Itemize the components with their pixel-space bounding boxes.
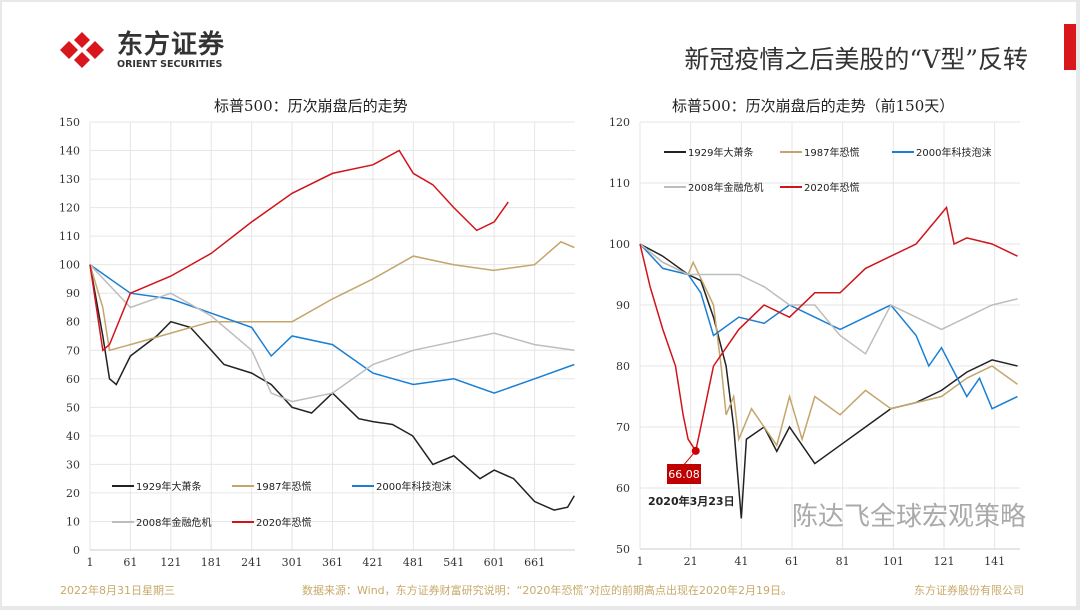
annotation-value: 66.08 <box>668 468 700 481</box>
y-tick-label: 50 <box>616 543 630 556</box>
x-tick-label: 1 <box>87 556 94 569</box>
accent-bar <box>1064 24 1076 70</box>
series-line-1929年大萧条 <box>89 264 575 511</box>
x-tick-label: 121 <box>934 555 955 568</box>
legend-label: 1929年大萧条 <box>688 146 753 159</box>
x-tick-label: 181 <box>201 556 222 569</box>
y-tick-label: 80 <box>616 360 630 373</box>
y-tick-label: 90 <box>66 287 80 300</box>
y-tick-label: 150 <box>59 116 80 129</box>
x-tick-label: 1 <box>637 555 644 568</box>
series-line-2008年金融危机 <box>89 264 575 403</box>
legend-label: 2008年金融危机 <box>136 516 211 529</box>
x-tick-label: 481 <box>403 556 424 569</box>
legend-label: 2000年科技泡沫 <box>376 480 451 493</box>
legend-label: 2020年恐慌 <box>804 181 859 194</box>
y-tick-label: 10 <box>66 515 80 528</box>
legend-label: 1929年大萧条 <box>136 480 201 493</box>
x-tick-label: 241 <box>241 556 262 569</box>
y-tick-label: 30 <box>66 458 80 471</box>
y-tick-label: 110 <box>609 177 630 190</box>
y-tick-label: 110 <box>59 230 80 243</box>
logo-cn: 东方证券 <box>117 29 226 60</box>
y-tick-label: 70 <box>616 421 630 434</box>
annotation-box <box>667 464 701 484</box>
y-tick-label: 60 <box>66 373 80 386</box>
x-tick-label: 601 <box>484 556 505 569</box>
y-tick-label: 140 <box>59 145 80 158</box>
series-line-2000年科技泡沫 <box>89 264 575 394</box>
series-line-2008年金融危机 <box>639 243 1018 355</box>
y-tick-label: 120 <box>59 202 80 215</box>
y-tick-label: 40 <box>66 430 80 443</box>
y-tick-label: 70 <box>66 344 80 357</box>
chart-title-right: 标普500：历次崩盘后的走势（前150天） <box>672 97 955 115</box>
logo-icon <box>60 32 104 68</box>
legend-label: 1987年恐慌 <box>804 146 859 159</box>
series-line-2020年恐慌 <box>639 205 1018 453</box>
watermark: 陈达飞全球宏观策略 <box>792 502 1027 532</box>
y-tick-label: 120 <box>609 116 630 129</box>
x-tick-label: 121 <box>160 556 181 569</box>
x-tick-label: 61 <box>123 556 137 569</box>
series-line-2000年科技泡沫 <box>639 243 1018 410</box>
footer-source: 数据来源：Wind，东方证券财富研究说明：“2020年恐慌”对应的前期高点出现在… <box>302 584 793 597</box>
footer-company: 东方证券股份有限公司 <box>914 584 1024 597</box>
x-tick-label: 541 <box>443 556 464 569</box>
logo-en: ORIENT SECURITIES <box>117 58 223 70</box>
legend-label: 1987年恐慌 <box>256 480 311 493</box>
chart-title-left: 标普500：历次崩盘后的走势 <box>214 97 408 115</box>
x-tick-label: 361 <box>322 556 343 569</box>
y-tick-label: 130 <box>59 173 80 186</box>
legend-label: 2020年恐慌 <box>256 516 311 529</box>
x-tick-label: 301 <box>282 556 303 569</box>
footer-date: 2022年8月31日星期三 <box>60 584 175 597</box>
y-tick-label: 100 <box>59 259 80 272</box>
annotation-date: 2020年3月23日 <box>648 494 735 508</box>
legend-label: 2008年金融危机 <box>688 181 763 194</box>
y-tick-label: 100 <box>609 238 630 251</box>
y-tick-label: 80 <box>66 316 80 329</box>
y-tick-label: 60 <box>616 482 630 495</box>
series-line-2020年恐慌 <box>89 149 509 352</box>
annotation-point <box>691 446 700 455</box>
y-tick-label: 0 <box>73 544 80 557</box>
page-title: 新冠疫情之后美股的“V型”反转 <box>684 45 1028 74</box>
x-tick-label: 61 <box>785 555 799 568</box>
x-tick-label: 421 <box>362 556 383 569</box>
y-tick-label: 90 <box>616 299 630 312</box>
series-line-1987年恐慌 <box>639 243 1018 448</box>
logo: 东方证券 ORIENT SECURITIES <box>57 30 225 70</box>
series-line-1929年大萧条 <box>639 243 1018 519</box>
x-tick-label: 101 <box>883 555 904 568</box>
x-tick-label: 141 <box>984 555 1005 568</box>
x-tick-label: 21 <box>684 555 698 568</box>
y-tick-label: 20 <box>66 487 80 500</box>
series-line-1987年恐慌 <box>89 240 575 352</box>
x-tick-label: 41 <box>734 555 748 568</box>
legend-label: 2000年科技泡沫 <box>916 146 991 159</box>
x-tick-label: 81 <box>836 555 850 568</box>
x-tick-label: 661 <box>524 556 545 569</box>
y-tick-label: 50 <box>66 401 80 414</box>
